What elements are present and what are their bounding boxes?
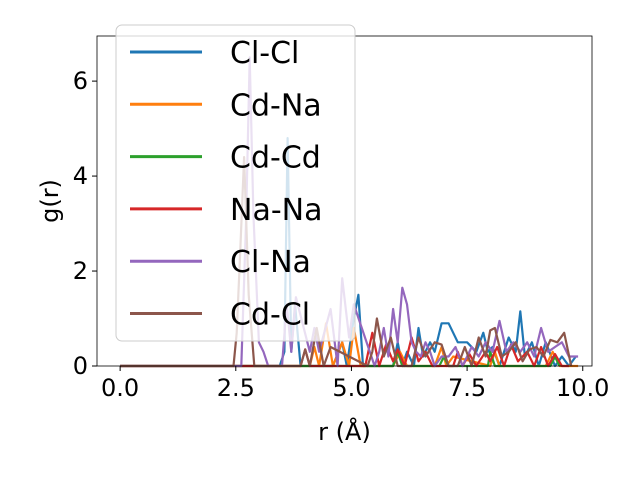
legend-label: Na-Na <box>230 193 322 228</box>
y-tick-label: 6 <box>73 67 88 95</box>
ticks-layer: 0.0 2.5 5.0 7.5 10.0 0 2 4 6 <box>73 67 610 402</box>
legend-label: Cd-Na <box>230 88 322 123</box>
legend-label: Cd-Cd <box>230 141 321 176</box>
x-tick-label: 5.0 <box>332 374 370 402</box>
x-tick-label: 7.5 <box>448 374 486 402</box>
y-tick-label: 0 <box>73 352 88 380</box>
legend-label: Cd-Cl <box>230 298 310 333</box>
y-tick-label: 4 <box>73 162 88 190</box>
legend-label: Cl-Cl <box>230 36 299 71</box>
x-axis-label: r (Å) <box>318 417 371 446</box>
legend-label: Cl-Na <box>230 245 311 280</box>
y-axis-label: g(r) <box>36 179 64 223</box>
x-tick-label: 2.5 <box>217 374 255 402</box>
legend-box <box>115 24 356 342</box>
legend: Cl-Cl Cd-Na Cd-Cd Na-Na Cl-Na Cd-Cl <box>115 24 356 342</box>
x-tick-label: 10.0 <box>556 374 609 402</box>
y-tick-label: 2 <box>73 257 88 285</box>
x-tick-label: 0.0 <box>101 374 139 402</box>
